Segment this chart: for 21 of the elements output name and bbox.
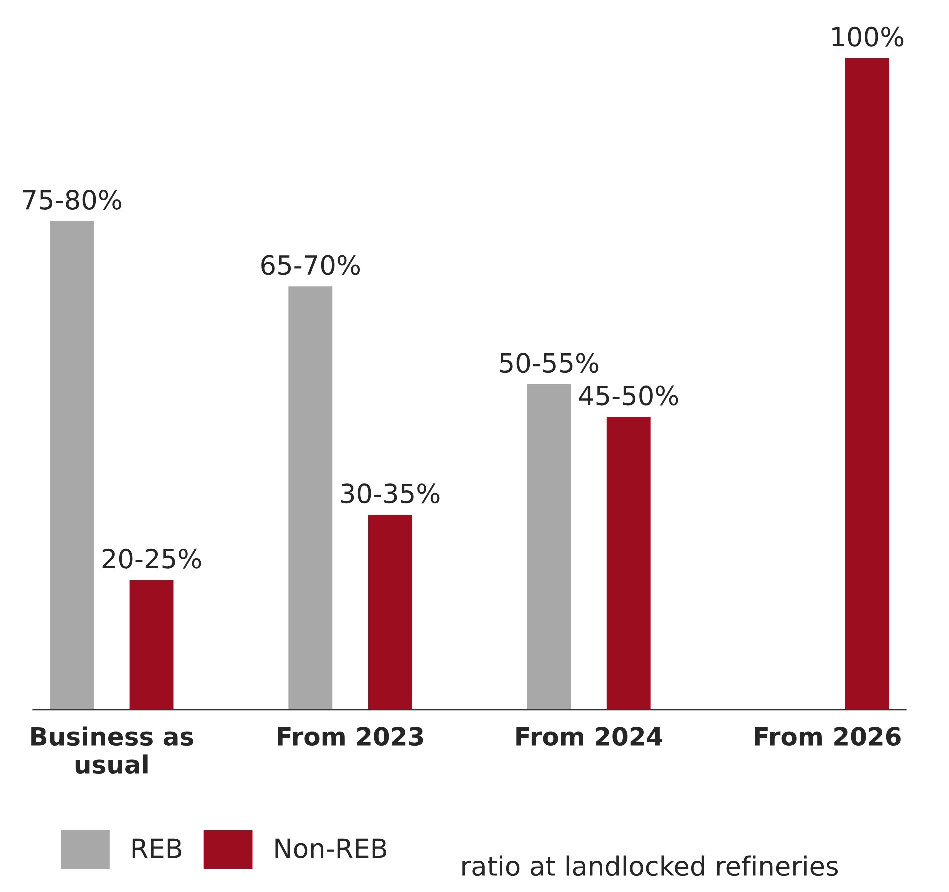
bar bbox=[287, 285, 334, 710]
bar bbox=[128, 578, 176, 710]
x-tick-label: From 2024 bbox=[516, 727, 663, 746]
data-label: 20-25% bbox=[102, 548, 202, 569]
data-label: 45-50% bbox=[579, 386, 678, 406]
bar bbox=[844, 56, 891, 710]
x-tick-label: From 2026 bbox=[755, 727, 901, 746]
bar bbox=[366, 514, 414, 710]
data-label: 75-80% bbox=[23, 190, 122, 210]
data-label: 65-70% bbox=[262, 255, 360, 276]
text: ratio at landlocked refineries bbox=[462, 856, 838, 876]
bar bbox=[606, 416, 652, 710]
legend-label: Non-REB bbox=[276, 838, 387, 858]
data-label: 100% bbox=[832, 26, 904, 47]
data-label: 50-55% bbox=[500, 353, 599, 374]
x-tick-label: Business as usual bbox=[32, 726, 194, 774]
legend-label: REB bbox=[132, 838, 182, 858]
bar bbox=[526, 383, 573, 710]
x-tick-label: From 2023 bbox=[278, 727, 424, 746]
bar bbox=[48, 220, 96, 710]
data-label: 30-35% bbox=[341, 484, 440, 504]
